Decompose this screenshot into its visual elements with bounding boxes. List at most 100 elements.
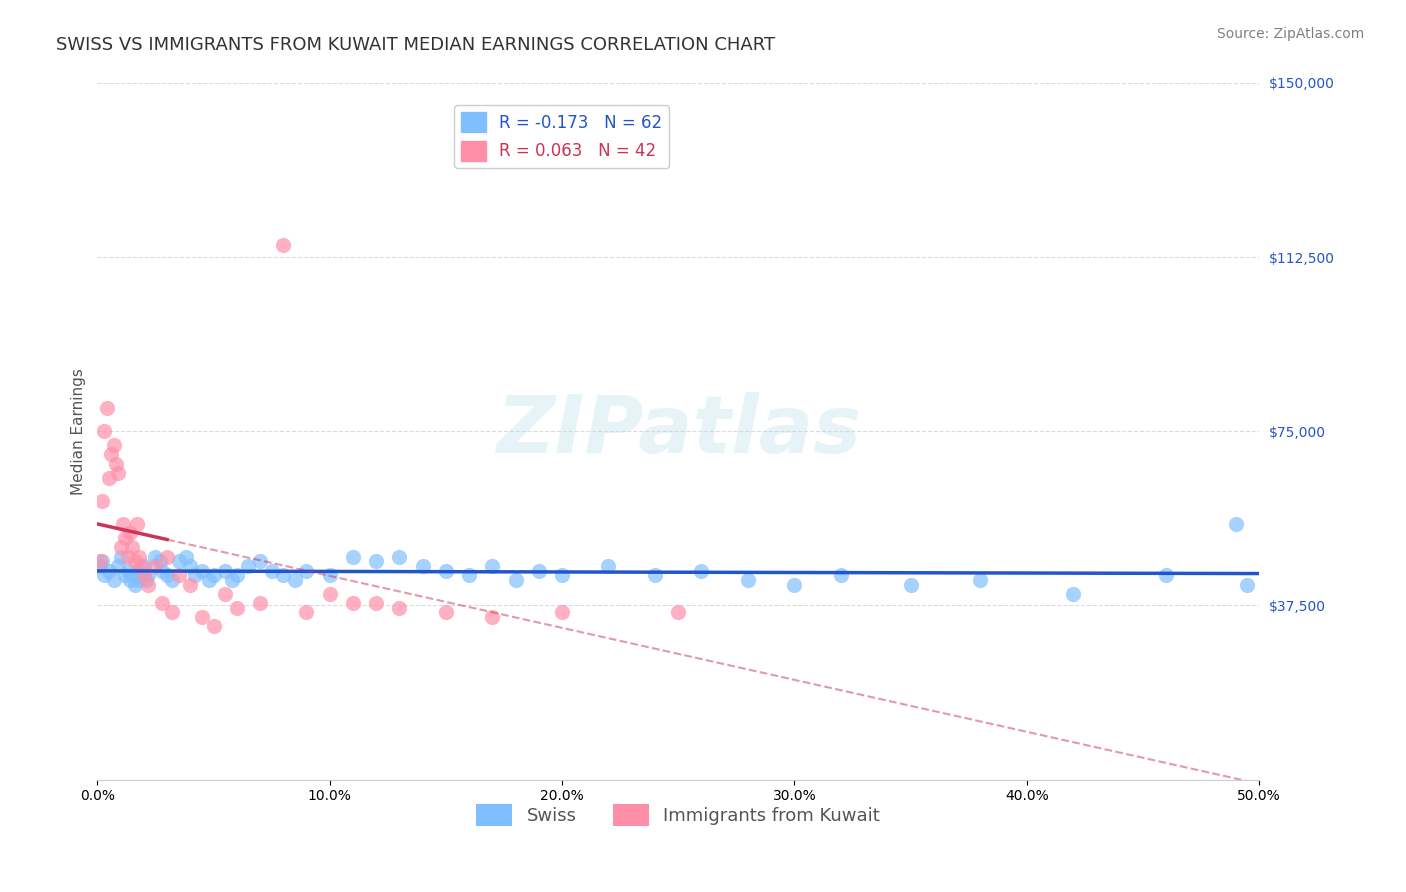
Point [167, 554, 190, 568]
Point [198, 573, 221, 587]
Point [145, 549, 167, 564]
Point [342, 549, 364, 564]
Point [110, 541, 132, 555]
Point [118, 573, 141, 587]
Point [551, 606, 574, 620]
Point [93, 424, 115, 438]
Point [117, 564, 139, 578]
Point [138, 568, 160, 582]
Point [89, 558, 111, 573]
Point [551, 568, 574, 582]
Point [260, 564, 283, 578]
Point [174, 549, 197, 564]
Point [295, 564, 318, 578]
Point [598, 558, 620, 573]
Point [481, 610, 503, 624]
Point [114, 568, 136, 582]
Point [969, 573, 991, 587]
Point [249, 596, 271, 610]
Point [103, 438, 125, 452]
Point [191, 610, 214, 624]
Point [110, 549, 132, 564]
Point [98, 564, 121, 578]
Point [167, 568, 190, 582]
Text: SWISS VS IMMIGRANTS FROM KUWAIT MEDIAN EARNINGS CORRELATION CHART: SWISS VS IMMIGRANTS FROM KUWAIT MEDIAN E… [56, 36, 775, 54]
Point [412, 558, 434, 573]
Point [238, 558, 260, 573]
Point [114, 531, 136, 545]
Point [111, 517, 134, 532]
Point [152, 596, 174, 610]
Text: Source: ZipAtlas.com: Source: ZipAtlas.com [1216, 27, 1364, 41]
Point [249, 554, 271, 568]
Point [388, 549, 411, 564]
Point [156, 568, 179, 582]
Point [830, 568, 852, 582]
Point [458, 568, 481, 582]
Point [202, 619, 225, 633]
Point [221, 573, 243, 587]
Point [160, 606, 183, 620]
Point [505, 573, 527, 587]
Point [128, 573, 150, 587]
Point [295, 606, 318, 620]
Point [214, 564, 236, 578]
Point [107, 466, 129, 480]
Point [202, 568, 225, 582]
Point [104, 457, 127, 471]
Legend: Swiss, Immigrants from Kuwait: Swiss, Immigrants from Kuwait [470, 797, 887, 833]
Point [179, 577, 201, 591]
Point [271, 238, 294, 252]
Point [783, 577, 806, 591]
Point [89, 554, 111, 568]
Point [366, 554, 388, 568]
Point [121, 541, 143, 555]
Point [271, 568, 294, 582]
Point [138, 577, 160, 591]
Point [1062, 587, 1084, 601]
Point [145, 558, 167, 573]
Point [225, 600, 247, 615]
Point [160, 573, 183, 587]
Point [100, 448, 122, 462]
Point [690, 564, 713, 578]
Point [318, 587, 340, 601]
Point [128, 549, 150, 564]
Point [131, 558, 153, 573]
Point [1225, 517, 1247, 532]
Point [103, 573, 125, 587]
Point [284, 573, 307, 587]
Point [156, 549, 179, 564]
Point [644, 568, 666, 582]
Point [117, 549, 139, 564]
Point [124, 554, 146, 568]
Point [737, 573, 759, 587]
Point [124, 577, 146, 591]
Point [118, 526, 141, 541]
Point [132, 558, 155, 573]
Point [481, 558, 503, 573]
Point [131, 568, 153, 582]
Point [98, 471, 121, 485]
Point [900, 577, 922, 591]
Point [1236, 577, 1258, 591]
Point [434, 564, 457, 578]
Point [93, 568, 115, 582]
Point [91, 554, 114, 568]
Y-axis label: Median Earnings: Median Earnings [72, 368, 86, 495]
Point [125, 517, 148, 532]
Point [125, 564, 148, 578]
Point [91, 494, 114, 508]
Point [135, 573, 157, 587]
Point [366, 596, 388, 610]
Point [225, 568, 247, 582]
Point [132, 568, 155, 582]
Point [214, 587, 236, 601]
Point [152, 564, 174, 578]
Point [342, 596, 364, 610]
Point [318, 568, 340, 582]
Point [96, 401, 118, 415]
Text: ZIPatlas: ZIPatlas [496, 392, 860, 470]
Point [388, 600, 411, 615]
Point [666, 606, 689, 620]
